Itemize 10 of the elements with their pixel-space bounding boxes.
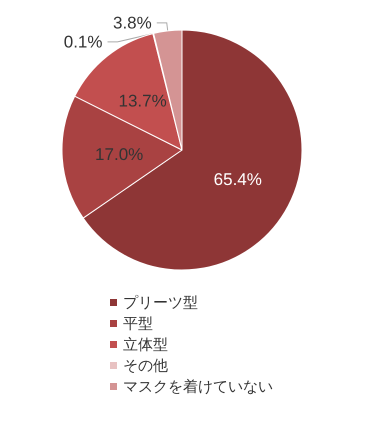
data-label: 65.4% <box>214 170 262 189</box>
legend-label: マスクを着けていない <box>123 378 273 396</box>
data-label: 13.7% <box>118 91 167 110</box>
data-label: 0.1% <box>64 32 103 52</box>
data-label: 3.8% <box>113 13 152 32</box>
legend-label: 立体型 <box>123 336 168 354</box>
data-label: 17.0% <box>95 144 144 164</box>
legend-label: その他 <box>123 356 168 374</box>
legend-label: プリーツ型 <box>123 294 198 312</box>
legend-label: 平型 <box>123 314 153 332</box>
